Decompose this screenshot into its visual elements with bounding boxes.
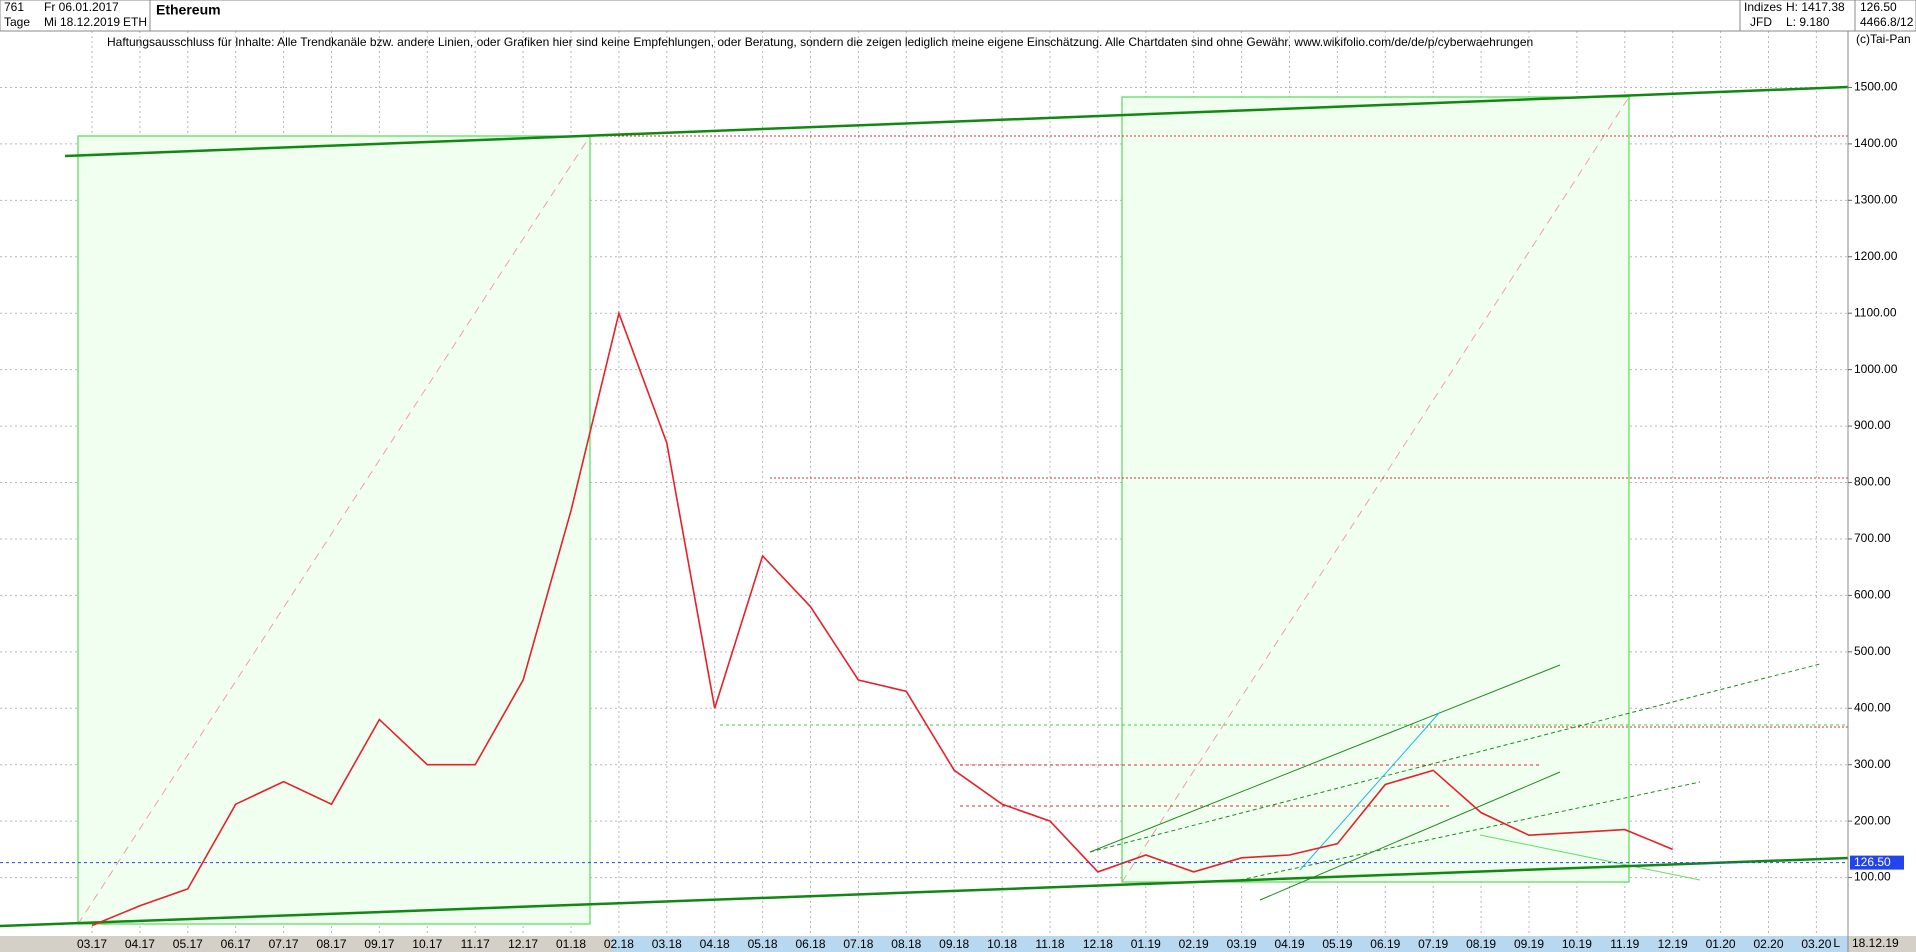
y-tick-label: 900.00 (1854, 418, 1891, 432)
x-tick-label: 11.17 (461, 937, 490, 951)
low: L: 9.180 (1786, 15, 1830, 29)
y-tick-label: 600.00 (1854, 588, 1891, 602)
axis-date: 18.12.19 (1852, 936, 1899, 950)
x-tick-label: 06.19 (1370, 937, 1400, 951)
y-tick-label: 200.00 (1854, 813, 1891, 827)
extra: 4466.8/12 (1860, 15, 1914, 29)
y-tick-label: 100.00 (1854, 870, 1891, 884)
broker: JFD (1750, 15, 1772, 29)
y-tick-label: 400.00 (1854, 700, 1891, 714)
count[interactable]: 761 (4, 0, 24, 14)
x-tick-label: 12.19 (1658, 937, 1688, 951)
x-tick-label: 01.18 (556, 937, 586, 951)
x-tick-label: 05.18 (748, 937, 778, 951)
x-tick-label: 03.19 (1227, 937, 1257, 951)
x-tick-label: 07.17 (269, 937, 299, 951)
y-tick-label: 300.00 (1854, 757, 1891, 771)
diagonal (77, 135, 591, 925)
x-tick-label: 04.17 (125, 937, 155, 951)
x-tick-label: 10.19 (1562, 937, 1592, 951)
y-tick-label: 1300.00 (1854, 192, 1898, 206)
y-tick-label: 700.00 (1854, 531, 1891, 545)
x-tick-label: 04.19 (1274, 937, 1304, 951)
price-marker-box (1850, 855, 1904, 870)
last: 126.50 (1860, 0, 1897, 14)
y-tick-label: 500.00 (1854, 644, 1891, 658)
x-tick-label: 11.19 (1610, 937, 1639, 951)
x-tick-label: 02.20 (1753, 937, 1783, 951)
chart-title: Ethereum (156, 2, 221, 18)
x-tick-label: 10.18 (987, 937, 1017, 951)
disclaimer: Haftungsausschluss für Inhalte: Alle Tre… (107, 35, 1533, 49)
x-tick-label: 08.18 (891, 937, 921, 951)
axis-mode: L (1833, 936, 1840, 950)
x-tick-label: 06.17 (221, 937, 251, 951)
x-tick-label: 02.18 (604, 937, 634, 951)
price-line (91, 310, 1674, 927)
trend-line (1239, 781, 1701, 881)
x-tick-label: 03.18 (652, 937, 682, 951)
y-tick-label: 1200.00 (1854, 249, 1898, 263)
diagonal (1121, 96, 1630, 883)
end-date[interactable]: Mi 18.12.2019 (44, 15, 120, 29)
high: H: 1417.38 (1786, 0, 1845, 14)
x-tick-label: 12.17 (508, 937, 538, 951)
annotations (0, 85, 1849, 928)
trend-line (1479, 834, 1701, 881)
x-tick-label: 04.18 (700, 937, 730, 951)
x-tick-label: 07.18 (843, 937, 873, 951)
y-tick-label: 1500.00 (1854, 80, 1898, 94)
x-tick-label: 01.19 (1131, 937, 1161, 951)
x-tick-label: 08.19 (1466, 937, 1496, 951)
symbol: ETH (123, 15, 147, 29)
x-tick-label: 09.18 (939, 937, 969, 951)
x-tick-label: 08.17 (316, 937, 346, 951)
x-tick-label: 02.19 (1179, 937, 1209, 951)
group: Indizes (1744, 0, 1782, 14)
x-tick-label: 09.17 (364, 937, 394, 951)
trend-line (1299, 711, 1441, 871)
x-tick-label: 07.19 (1418, 937, 1448, 951)
channel-bottom (0, 856, 1849, 928)
x-tick-label: 05.19 (1322, 937, 1352, 951)
x-tick-label: 03.20 (1801, 937, 1831, 951)
copyright: (c)Tai-Pan (1856, 32, 1911, 46)
x-tick-label: 05.17 (173, 937, 203, 951)
y-tick-label: 1000.00 (1854, 362, 1898, 376)
x-tick-label: 11.18 (1035, 937, 1064, 951)
y-tick-label: 1400.00 (1854, 136, 1898, 150)
trend-line (1089, 664, 1561, 853)
price-marker-label: 126.50 (1854, 855, 1891, 869)
x-tick-label: 09.19 (1514, 937, 1544, 951)
header: 761 Fr 06.01.2017 Tage Mi 18.12.2019 ETH… (0, 0, 1916, 49)
y-tick-label: 800.00 (1854, 475, 1891, 489)
y-tick-label: 1100.00 (1854, 305, 1897, 319)
x-tick-label: 10.17 (412, 937, 442, 951)
start-date[interactable]: Fr 06.01.2017 (44, 0, 119, 14)
x-tick-label: 12.18 (1083, 937, 1113, 951)
header-bar (0, 0, 1916, 32)
channel-top (64, 85, 1849, 158)
x-tick-label: 03.17 (77, 937, 107, 951)
x-tick-label: 01.20 (1706, 937, 1736, 951)
x-tick-label: 06.18 (795, 937, 825, 951)
x-axis-highlight (612, 936, 1848, 952)
period[interactable]: Tage (4, 15, 30, 29)
